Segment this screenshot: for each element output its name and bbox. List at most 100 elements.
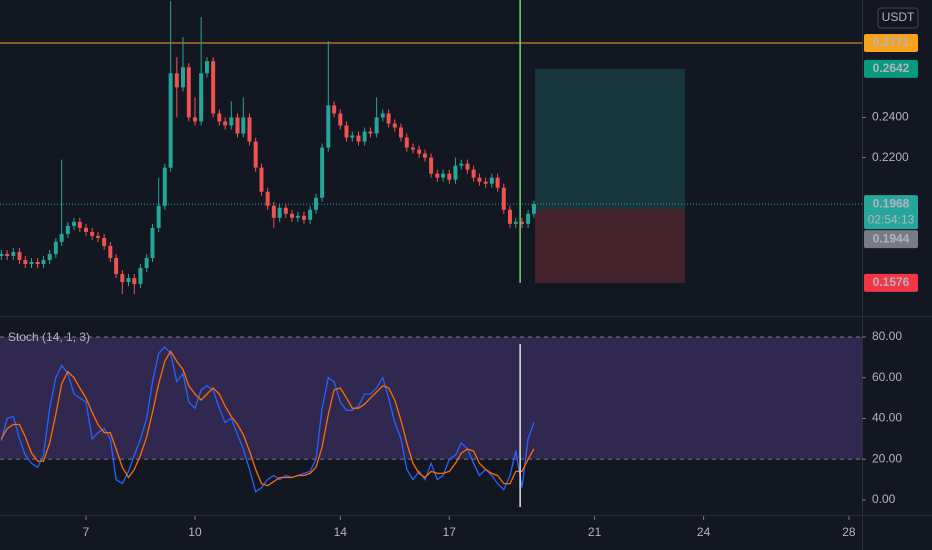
countdown: 02:54:13 xyxy=(868,212,915,226)
y-tick-label: 0.2200 xyxy=(872,150,909,164)
candle-body xyxy=(277,207,282,218)
candle-body xyxy=(11,251,16,256)
candle-body xyxy=(356,135,361,142)
x-tick-label: 21 xyxy=(588,525,602,539)
x-tick-label: 14 xyxy=(334,525,348,539)
candle-body xyxy=(168,73,173,168)
candle-body xyxy=(313,197,318,210)
candle-body xyxy=(362,131,367,142)
candle-body xyxy=(350,135,355,138)
candle-body xyxy=(223,121,228,126)
candle-body xyxy=(108,245,113,258)
candle-body xyxy=(83,227,88,232)
candle-body xyxy=(453,165,458,180)
candle-body xyxy=(53,241,58,254)
candle-body xyxy=(301,215,306,220)
candle-body xyxy=(501,187,506,210)
candle-body xyxy=(435,173,440,178)
candle-body xyxy=(422,153,427,158)
candle-body xyxy=(483,181,488,184)
candle-body xyxy=(380,113,385,118)
candle-body xyxy=(519,221,524,224)
candle-body xyxy=(5,253,10,256)
y-tick-label: 0.00 xyxy=(872,492,896,506)
candle-body xyxy=(180,67,185,88)
price-label: 0.1576 xyxy=(873,275,910,289)
candle-body xyxy=(465,163,470,170)
y-tick-label: 40.00 xyxy=(872,411,902,425)
y-tick-label: 80.00 xyxy=(872,329,902,343)
candle-body xyxy=(459,163,464,166)
price-label-box xyxy=(864,273,918,292)
candle-body xyxy=(253,141,258,168)
candle-body xyxy=(507,209,512,224)
candle-body xyxy=(477,177,482,182)
candle-body xyxy=(326,105,331,148)
candle-body xyxy=(447,173,452,180)
candle-body xyxy=(332,105,337,114)
candle-body xyxy=(90,231,95,236)
candle-body xyxy=(344,125,349,138)
price-label-box xyxy=(864,33,918,52)
candle-body xyxy=(229,117,234,126)
x-tick-label: 17 xyxy=(443,525,457,539)
price-label-box xyxy=(864,195,918,230)
currency: USDT xyxy=(882,10,915,24)
candle-body xyxy=(192,117,197,122)
candle-body xyxy=(174,73,179,88)
candle-body xyxy=(531,204,536,214)
candle-body xyxy=(17,251,22,260)
candle-body xyxy=(265,191,270,206)
candle-body xyxy=(144,257,149,269)
x-tick-label: 28 xyxy=(842,525,856,539)
candle-body xyxy=(126,278,131,283)
position-profit-zone xyxy=(535,68,686,209)
candle-body xyxy=(398,127,403,138)
candle-body xyxy=(138,268,143,285)
candle-body xyxy=(241,117,246,134)
candle-body xyxy=(295,215,300,218)
candle-body xyxy=(289,213,294,218)
candle-body xyxy=(102,237,107,246)
candle-body xyxy=(132,278,137,285)
candle-body xyxy=(404,137,409,148)
price-label: 0.2771 xyxy=(873,35,910,49)
candle-body xyxy=(150,227,155,258)
y-tick-label: 20.00 xyxy=(872,451,902,465)
candle-body xyxy=(23,259,28,265)
candle-body xyxy=(235,117,240,134)
price-label-box xyxy=(864,230,918,249)
candle-body xyxy=(410,147,415,150)
stoch-line xyxy=(0,346,535,493)
candle-body xyxy=(368,131,373,134)
price-label: 0.2642 xyxy=(873,61,910,75)
candle-body xyxy=(65,225,70,234)
candle-body xyxy=(417,149,422,154)
candle-body xyxy=(35,261,40,265)
candle-body xyxy=(308,209,313,220)
candle-body xyxy=(283,207,288,214)
candle-body xyxy=(156,205,161,228)
x-tick-label: 7 xyxy=(83,525,90,539)
candle-body xyxy=(513,221,518,224)
x-tick-label: 24 xyxy=(697,525,711,539)
y-tick-label: 60.00 xyxy=(872,370,902,384)
candle-body xyxy=(429,157,434,174)
candle-body xyxy=(162,167,167,206)
candle-body xyxy=(77,221,82,228)
candle-body xyxy=(441,173,446,178)
currency-box xyxy=(877,7,919,29)
candle-body xyxy=(211,61,216,114)
candle-body xyxy=(199,73,204,122)
candle-body xyxy=(204,61,209,74)
candle-body xyxy=(95,235,100,238)
price-label-box xyxy=(864,59,918,78)
y-tick-label: 0.2400 xyxy=(872,110,909,124)
candle-body xyxy=(120,274,125,283)
price-label: 0.1968 xyxy=(873,196,910,210)
candle-body xyxy=(41,259,46,265)
candle-body xyxy=(114,257,119,275)
candle-body xyxy=(247,117,252,142)
